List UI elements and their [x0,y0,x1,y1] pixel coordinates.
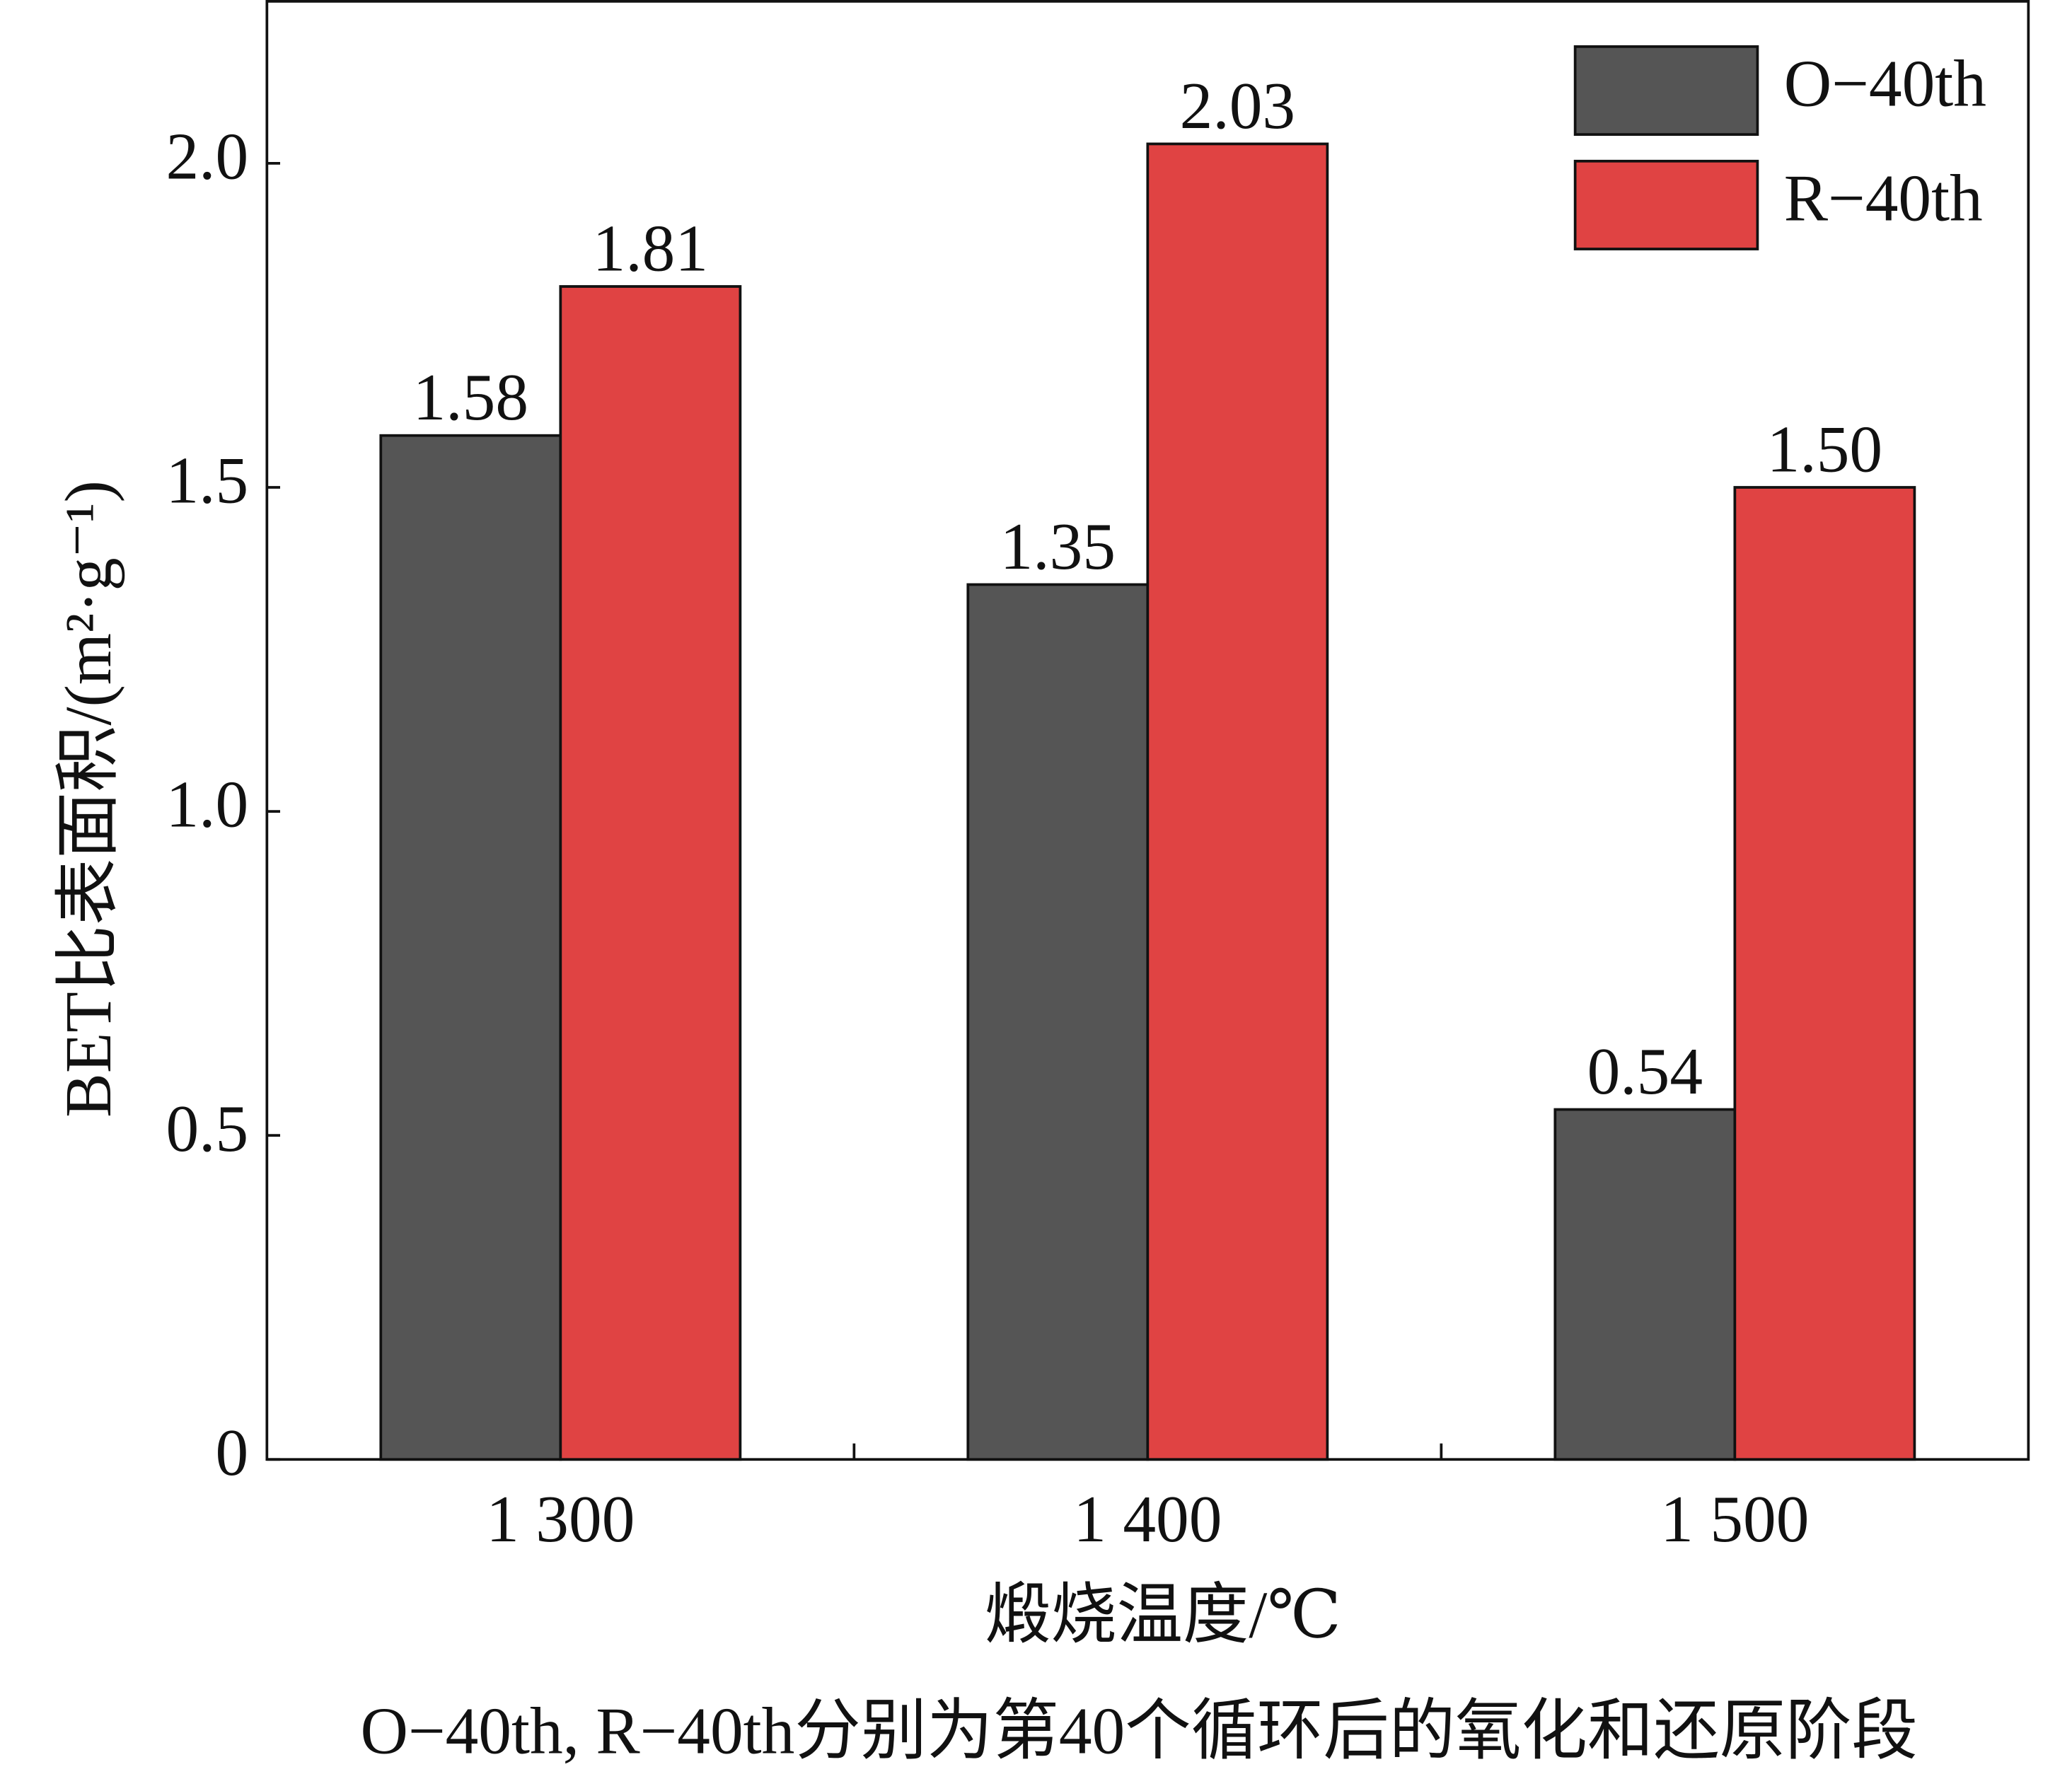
value-label: 1.35 [1000,510,1116,584]
bar [966,583,1150,1461]
legend-label: O−40th [1784,47,1986,120]
legend-swatch [1573,45,1759,137]
x-axis-label: 煅烧温度/℃ [985,1578,1341,1652]
legend-label: R−40th [1784,161,1983,235]
value-label: 0.54 [1587,1035,1703,1108]
value-label: 2.03 [1180,69,1295,143]
y-axis-label: BET比表面积/(m²·g⁻¹) [52,480,125,1118]
value-label: 1.58 [413,361,528,434]
y-tick-label: 0 [215,1416,248,1490]
caption: O−40th, R−40th分别为第40个循环后的氧化和还原阶段 [361,1694,1918,1768]
x-tick-label: 1 300 [486,1483,635,1556]
bar [559,285,742,1461]
bar [379,434,562,1461]
y-tick-label: 1.0 [166,767,248,841]
value-label: 1.50 [1767,412,1882,486]
legend-swatch [1573,159,1759,250]
y-tick-label: 1.5 [166,444,248,517]
value-label: 1.81 [593,211,708,285]
bar [1553,1108,1737,1461]
x-tick-label: 1 500 [1660,1483,1809,1556]
bar [1733,486,1916,1461]
bar [1146,142,1329,1461]
y-tick-label: 0.5 [166,1091,248,1165]
x-tick-label: 1 400 [1073,1483,1222,1556]
y-tick-label: 2.0 [166,120,248,193]
